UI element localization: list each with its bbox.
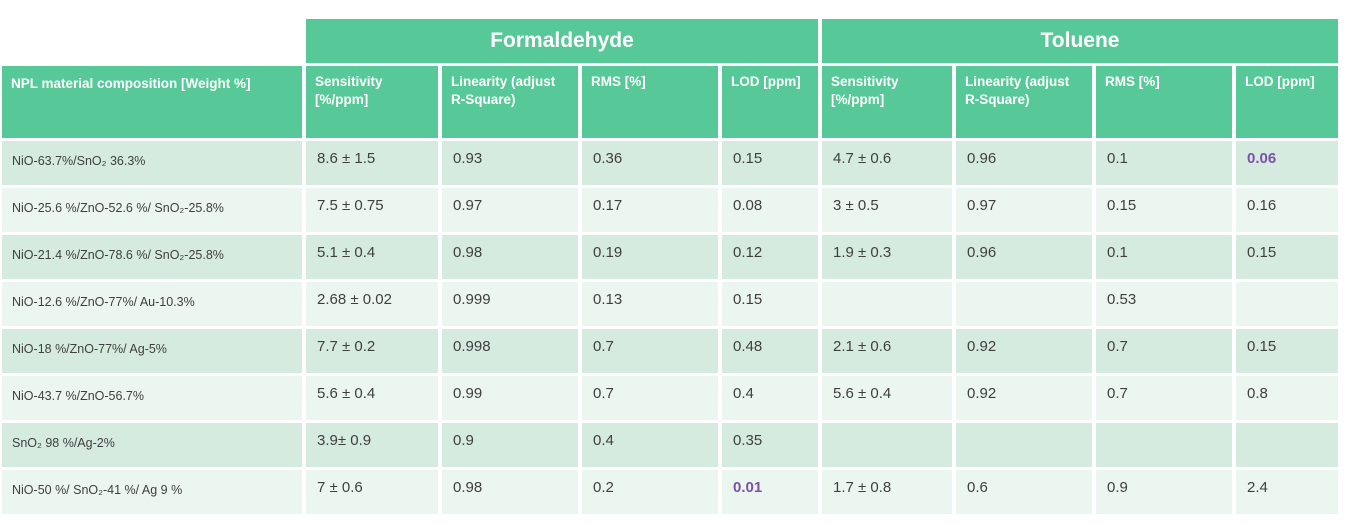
cell-t-linearity: 0.6 <box>956 470 1092 514</box>
cell-f-lod: 0.4 <box>722 376 818 420</box>
cell-t-lod <box>1236 282 1338 326</box>
cell-material: SnO₂ 98 %/Ag-2% <box>2 423 302 467</box>
cell-material: NiO-63.7%/SnO₂ 36.3% <box>2 141 302 185</box>
cell-f-lod: 0.15 <box>722 282 818 326</box>
header-f-lod: LOD [ppm] <box>722 66 818 138</box>
cell-f-lod: 0.35 <box>722 423 818 467</box>
cell-t-sensitivity <box>822 423 952 467</box>
cell-t-linearity <box>956 423 1092 467</box>
cell-t-rms: 0.9 <box>1096 470 1232 514</box>
cell-f-rms: 0.36 <box>582 141 718 185</box>
cell-t-sensitivity: 3 ± 0.5 <box>822 188 952 232</box>
cell-t-linearity: 0.92 <box>956 329 1092 373</box>
cell-t-sensitivity <box>822 282 952 326</box>
cell-f-linearity: 0.97 <box>442 188 578 232</box>
header-t-sensitivity: Sensitivity [%/ppm] <box>822 66 952 138</box>
cell-t-sensitivity: 2.1 ± 0.6 <box>822 329 952 373</box>
table-row: NiO-21.4 %/ZnO-78.6 %/ SnO₂-25.8% 5.1 ± 0… <box>2 235 1338 279</box>
cell-material: NiO-50 %/ SnO₂-41 %/ Ag 9 % <box>2 470 302 514</box>
cell-t-linearity: 0.96 <box>956 235 1092 279</box>
header-t-lod: LOD [ppm] <box>1236 66 1338 138</box>
cell-f-sensitivity: 7 ± 0.6 <box>306 470 438 514</box>
cell-f-sensitivity: 5.1 ± 0.4 <box>306 235 438 279</box>
table-row: NiO-18 %/ZnO-77%/ Ag-5% 7.7 ± 0.2 0.998 0.7… <box>2 329 1338 373</box>
cell-t-lod: 2.4 <box>1236 470 1338 514</box>
cell-f-sensitivity: 2.68 ± 0.02 <box>306 282 438 326</box>
cell-f-linearity: 0.999 <box>442 282 578 326</box>
cell-t-rms: 0.7 <box>1096 329 1232 373</box>
table-row: NiO-25.6 %/ZnO-52.6 %/ SnO₂-25.8% 7.5 ± 0… <box>2 188 1338 232</box>
cell-t-sensitivity: 1.7 ± 0.8 <box>822 470 952 514</box>
cell-t-lod: 0.06 <box>1236 141 1338 185</box>
cell-t-lod: 0.15 <box>1236 329 1338 373</box>
header-material-composition: NPL material composition [Weight %] <box>2 66 302 138</box>
cell-f-linearity: 0.9 <box>442 423 578 467</box>
cell-f-lod: 0.08 <box>722 188 818 232</box>
cell-f-lod: 0.48 <box>722 329 818 373</box>
table-row: NiO-43.7 %/ZnO-56.7% 5.6 ± 0.4 0.99 0.7 0.4 5… <box>2 376 1338 420</box>
gas-group-row: Formaldehyde Toluene <box>2 19 1338 63</box>
cell-f-linearity: 0.99 <box>442 376 578 420</box>
cell-f-lod: 0.15 <box>722 141 818 185</box>
cell-t-sensitivity: 5.6 ± 0.4 <box>822 376 952 420</box>
sensor-results-table: Formaldehyde Toluene NPL material compos… <box>0 16 1342 517</box>
group-header-formaldehyde: Formaldehyde <box>306 19 818 63</box>
cell-f-rms: 0.19 <box>582 235 718 279</box>
cell-f-sensitivity: 7.7 ± 0.2 <box>306 329 438 373</box>
cell-material: NiO-21.4 %/ZnO-78.6 %/ SnO₂-25.8% <box>2 235 302 279</box>
cell-t-sensitivity: 4.7 ± 0.6 <box>822 141 952 185</box>
header-f-linearity: Linearity (adjust R-Square) <box>442 66 578 138</box>
cell-t-rms: 0.1 <box>1096 235 1232 279</box>
column-header-row: NPL material composition [Weight %] Sens… <box>2 66 1338 138</box>
cell-f-rms: 0.7 <box>582 376 718 420</box>
cell-material: NiO-12.6 %/ZnO-77%/ Au-10.3% <box>2 282 302 326</box>
cell-t-linearity <box>956 282 1092 326</box>
cell-f-lod: 0.01 <box>722 470 818 514</box>
cell-t-rms: 0.1 <box>1096 141 1232 185</box>
cell-t-sensitivity: 1.9 ± 0.3 <box>822 235 952 279</box>
cell-f-sensitivity: 7.5 ± 0.75 <box>306 188 438 232</box>
cell-f-rms: 0.17 <box>582 188 718 232</box>
cell-t-linearity: 0.97 <box>956 188 1092 232</box>
cell-f-linearity: 0.98 <box>442 235 578 279</box>
cell-t-rms: 0.15 <box>1096 188 1232 232</box>
cell-t-rms <box>1096 423 1232 467</box>
table-row: NiO-50 %/ SnO₂-41 %/ Ag 9 % 7 ± 0.6 0.98 0.… <box>2 470 1338 514</box>
cell-material: NiO-43.7 %/ZnO-56.7% <box>2 376 302 420</box>
cell-f-linearity: 0.93 <box>442 141 578 185</box>
table-row: NiO-63.7%/SnO₂ 36.3% 8.6 ± 1.5 0.93 0.36 0.1… <box>2 141 1338 185</box>
cell-material: NiO-25.6 %/ZnO-52.6 %/ SnO₂-25.8% <box>2 188 302 232</box>
cell-f-lod: 0.12 <box>722 235 818 279</box>
cell-f-sensitivity: 5.6 ± 0.4 <box>306 376 438 420</box>
header-f-sensitivity: Sensitivity [%/ppm] <box>306 66 438 138</box>
cell-f-rms: 0.2 <box>582 470 718 514</box>
cell-t-linearity: 0.92 <box>956 376 1092 420</box>
cell-t-lod <box>1236 423 1338 467</box>
cell-t-linearity: 0.96 <box>956 141 1092 185</box>
table-row: NiO-12.6 %/ZnO-77%/ Au-10.3% 2.68 ± 0.02 0… <box>2 282 1338 326</box>
cell-f-rms: 0.7 <box>582 329 718 373</box>
table-body: NiO-63.7%/SnO₂ 36.3% 8.6 ± 1.5 0.93 0.36 0.1… <box>2 141 1338 514</box>
banner-spacer-cell <box>2 19 302 63</box>
cell-t-lod: 0.8 <box>1236 376 1338 420</box>
cell-material: NiO-18 %/ZnO-77%/ Ag-5% <box>2 329 302 373</box>
cell-f-linearity: 0.98 <box>442 470 578 514</box>
header-t-linearity: Linearity (adjust R-Square) <box>956 66 1092 138</box>
cell-f-linearity: 0.998 <box>442 329 578 373</box>
table-row: SnO₂ 98 %/Ag-2% 3.9± 0.9 0.9 0.4 0.35 <box>2 423 1338 467</box>
header-t-rms: RMS [%] <box>1096 66 1232 138</box>
header-f-rms: RMS [%] <box>582 66 718 138</box>
cell-f-rms: 0.13 <box>582 282 718 326</box>
cell-f-rms: 0.4 <box>582 423 718 467</box>
cell-t-lod: 0.15 <box>1236 235 1338 279</box>
cell-f-sensitivity: 8.6 ± 1.5 <box>306 141 438 185</box>
cell-t-rms: 0.53 <box>1096 282 1232 326</box>
cell-t-rms: 0.7 <box>1096 376 1232 420</box>
group-header-toluene: Toluene <box>822 19 1338 63</box>
cell-t-lod: 0.16 <box>1236 188 1338 232</box>
cell-f-sensitivity: 3.9± 0.9 <box>306 423 438 467</box>
